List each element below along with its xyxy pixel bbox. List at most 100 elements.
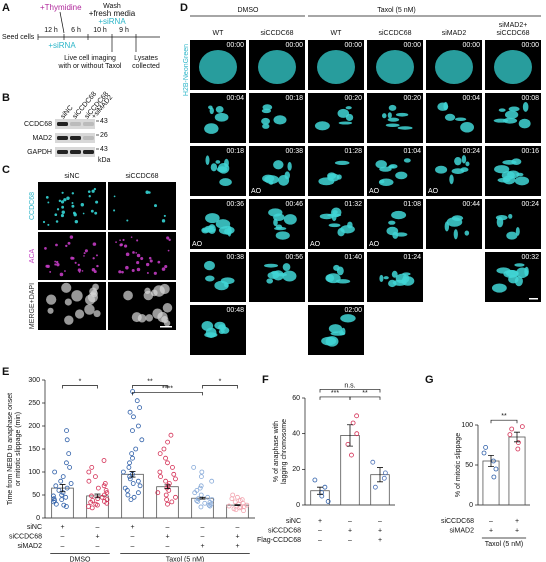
signal bbox=[54, 263, 57, 266]
chromatin bbox=[461, 155, 467, 164]
signal bbox=[163, 320, 171, 327]
duration: 9 h bbox=[119, 27, 129, 34]
signal bbox=[61, 191, 64, 194]
data-point bbox=[325, 499, 331, 504]
signal bbox=[115, 241, 117, 244]
data-point bbox=[99, 494, 105, 500]
treatment: +siRNA bbox=[48, 41, 76, 50]
data-point bbox=[67, 464, 73, 470]
marker: 43 bbox=[100, 118, 108, 125]
signal bbox=[90, 289, 98, 298]
chromatin bbox=[386, 226, 399, 236]
significance: ** bbox=[362, 390, 368, 397]
condition-sign: + bbox=[130, 524, 134, 531]
micrograph bbox=[190, 305, 246, 355]
chromatin bbox=[446, 217, 463, 227]
signal bbox=[136, 267, 141, 272]
condition-label: siNC bbox=[286, 518, 301, 525]
data-point bbox=[370, 459, 376, 465]
signal bbox=[140, 257, 144, 261]
duration: 12 h bbox=[44, 27, 58, 34]
signal bbox=[93, 187, 97, 191]
chromatin bbox=[217, 324, 227, 331]
data-point bbox=[169, 499, 175, 505]
micrograph bbox=[190, 252, 246, 302]
data-point bbox=[61, 502, 67, 508]
signal bbox=[84, 304, 95, 315]
data-point bbox=[349, 452, 354, 458]
significance-bracket bbox=[132, 385, 168, 389]
chromatin bbox=[403, 158, 411, 163]
duration: 6 h bbox=[71, 27, 81, 34]
data-point bbox=[168, 432, 174, 438]
data-point bbox=[202, 500, 208, 506]
timestamp: 00:00 bbox=[521, 42, 539, 49]
data-point bbox=[481, 450, 487, 456]
data-point bbox=[163, 455, 168, 461]
chromatin bbox=[219, 178, 232, 187]
condition-sign: – bbox=[236, 524, 240, 531]
chromatin bbox=[283, 214, 297, 225]
chromatin bbox=[314, 121, 330, 131]
signal bbox=[92, 257, 95, 260]
chromatin bbox=[278, 175, 290, 186]
condition-label: siCCDC68 bbox=[441, 518, 474, 525]
chromatin bbox=[332, 210, 338, 214]
signal bbox=[47, 201, 50, 204]
condition-sign: – bbox=[348, 518, 352, 525]
data-point bbox=[64, 437, 70, 443]
data-point bbox=[350, 420, 356, 426]
column-label: siCCDC68 bbox=[378, 30, 411, 37]
signal bbox=[132, 251, 135, 254]
signal bbox=[82, 212, 85, 215]
chromatin bbox=[388, 220, 396, 225]
chromatin bbox=[491, 283, 507, 293]
chromatin bbox=[508, 274, 519, 284]
data-point bbox=[124, 487, 130, 493]
timestamp: 00:38 bbox=[226, 254, 244, 261]
data-point bbox=[125, 492, 131, 498]
treatment: Wash bbox=[103, 3, 121, 10]
signal bbox=[64, 298, 72, 306]
data-point bbox=[354, 413, 360, 419]
signal bbox=[69, 235, 74, 239]
significance-bracket bbox=[202, 385, 238, 389]
timestamp: 01:40 bbox=[344, 254, 362, 261]
chromatin bbox=[263, 263, 279, 268]
timestamp: 00:36 bbox=[226, 201, 244, 208]
chromatin bbox=[327, 172, 337, 180]
data-point bbox=[241, 508, 246, 514]
chromatin bbox=[522, 101, 529, 112]
panel-label: F bbox=[262, 374, 269, 386]
chromatin bbox=[337, 227, 345, 237]
chromatin bbox=[379, 179, 385, 184]
chromatin bbox=[205, 155, 210, 166]
condition-label: siMAD2 bbox=[449, 527, 474, 534]
timestamp: 00:04 bbox=[462, 95, 480, 102]
signal bbox=[74, 219, 79, 224]
chromatin bbox=[327, 213, 342, 217]
data-point bbox=[63, 494, 69, 500]
chromatin bbox=[345, 106, 352, 110]
signal bbox=[55, 220, 59, 223]
data-point bbox=[509, 426, 515, 432]
signal bbox=[92, 283, 99, 291]
signal bbox=[130, 236, 133, 238]
data-point bbox=[126, 464, 132, 470]
signal bbox=[135, 251, 138, 254]
data-point bbox=[515, 440, 521, 446]
data-point bbox=[382, 470, 388, 476]
signal bbox=[143, 290, 154, 301]
chromatin bbox=[261, 117, 270, 125]
signal bbox=[161, 267, 166, 271]
chromatin bbox=[328, 324, 343, 334]
data-point bbox=[51, 493, 56, 499]
chromatin bbox=[273, 160, 284, 170]
data-point bbox=[89, 505, 95, 511]
signal bbox=[93, 310, 101, 318]
chromatin bbox=[215, 105, 224, 113]
data-point bbox=[133, 446, 139, 452]
y-tick-label: 100 bbox=[28, 469, 40, 476]
error-bar bbox=[94, 493, 101, 499]
data-point bbox=[198, 504, 204, 510]
